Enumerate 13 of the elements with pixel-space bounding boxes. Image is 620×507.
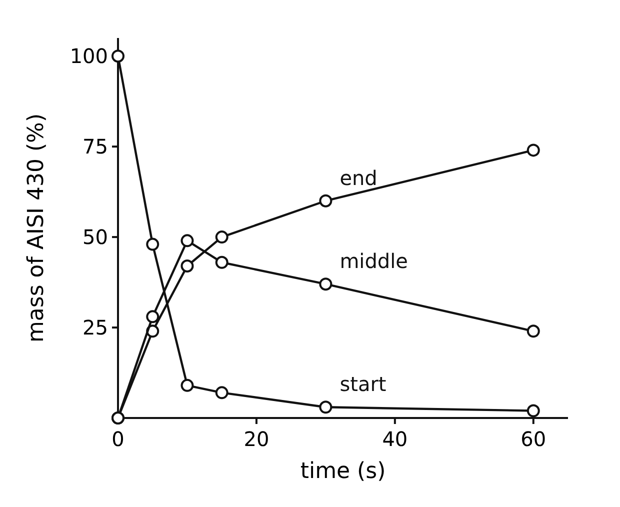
series-label: end bbox=[340, 166, 378, 190]
x-tick-label: 60 bbox=[520, 427, 546, 451]
x-tick-label: 20 bbox=[244, 427, 270, 451]
y-tick-label: 75 bbox=[82, 134, 108, 159]
series-label: start bbox=[340, 372, 386, 396]
y-tick-label: 25 bbox=[82, 316, 108, 340]
y-axis-title: mass of AISI 430 (%) bbox=[24, 113, 49, 343]
x-axis-title: time (s) bbox=[300, 459, 386, 484]
x-tick-label: 40 bbox=[382, 427, 408, 451]
y-tick-label: 100 bbox=[70, 44, 108, 68]
series-label: middle bbox=[340, 249, 408, 274]
x-tick-label: 0 bbox=[112, 427, 124, 451]
y-tick-label: 50 bbox=[82, 225, 108, 250]
